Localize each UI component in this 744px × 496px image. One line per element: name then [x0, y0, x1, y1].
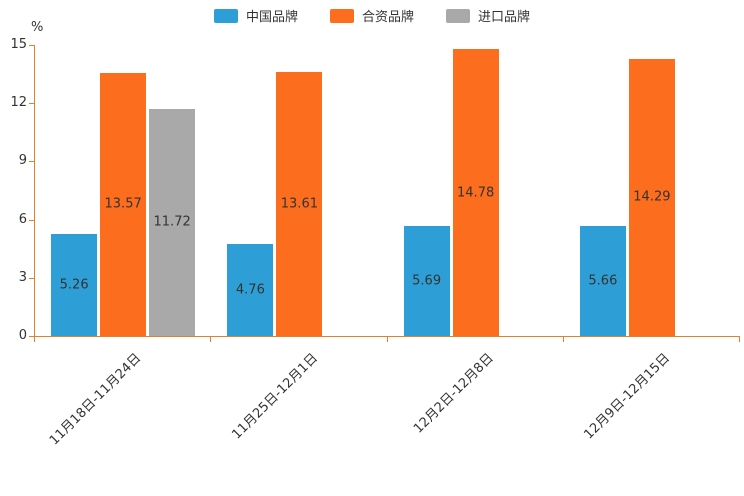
legend-swatch-icon: [446, 8, 470, 23]
x-category-label: 12月9日-12月15日: [581, 350, 674, 443]
x-tick: [386, 336, 388, 342]
bar-value-label: 5.69: [412, 273, 442, 289]
legend-label: 合资品牌: [361, 10, 414, 25]
y-tick: [29, 336, 35, 337]
y-tick-label: 3: [18, 269, 27, 285]
x-tick: [34, 336, 35, 342]
bar-value-label: 14.78: [457, 185, 495, 201]
legend-item-2[interactable]: 进口品牌: [446, 6, 530, 25]
bar-value-label: 4.76: [235, 282, 265, 298]
y-tick-label: 6: [18, 211, 27, 227]
bar-value-label: 13.61: [280, 196, 318, 212]
x-category-label: 11月25日-12月1日: [229, 350, 321, 443]
legend-item-1[interactable]: 合资品牌: [329, 6, 414, 25]
bar-value-label: 14.29: [633, 189, 671, 205]
y-tick-label: 12: [10, 95, 27, 111]
legend-label: 中国品牌: [245, 10, 298, 25]
bar-进口品牌-0: [149, 108, 196, 336]
y-tick: [29, 161, 35, 163]
x-tick: [562, 336, 564, 342]
bar-合资品牌-1: [276, 71, 323, 336]
y-tick: [29, 103, 35, 105]
y-tick-label: 0: [18, 328, 27, 343]
legend-swatch-icon: [329, 8, 354, 23]
bar-合资品牌-2: [452, 49, 499, 336]
x-tick: [739, 336, 740, 342]
legend-item-0[interactable]: 中国品牌: [213, 6, 298, 25]
bar-value-label: 13.57: [104, 196, 142, 212]
y-axis-line: [34, 45, 35, 337]
bar-value-label: 11.72: [153, 214, 191, 230]
bar-合资品牌-3: [628, 58, 675, 336]
bar-value-label: 5.66: [588, 273, 618, 289]
x-category-label: 11月18日-11月24日: [47, 350, 145, 449]
y-axis-unit-label: %: [31, 20, 44, 35]
bar-中国品牌-0: [51, 233, 98, 336]
y-tick-label: 9: [18, 153, 27, 169]
legend-label: 进口品牌: [478, 10, 531, 25]
legend: 中国品牌 合资品牌 进口品牌: [0, 6, 744, 25]
x-tick: [210, 336, 212, 342]
y-tick-label: 15: [10, 37, 27, 52]
y-tick: [29, 45, 35, 46]
legend-swatch-icon: [213, 8, 238, 23]
y-tick: [29, 219, 35, 221]
x-category-label: 12月2日-12月8日: [411, 350, 498, 437]
bar-合资品牌-0: [100, 72, 147, 336]
bar-中国品牌-1: [227, 243, 274, 336]
y-tick: [29, 277, 35, 279]
bar-中国品牌-3: [579, 226, 626, 336]
bar-value-label: 5.26: [59, 277, 89, 293]
bar-中国品牌-2: [403, 225, 450, 336]
